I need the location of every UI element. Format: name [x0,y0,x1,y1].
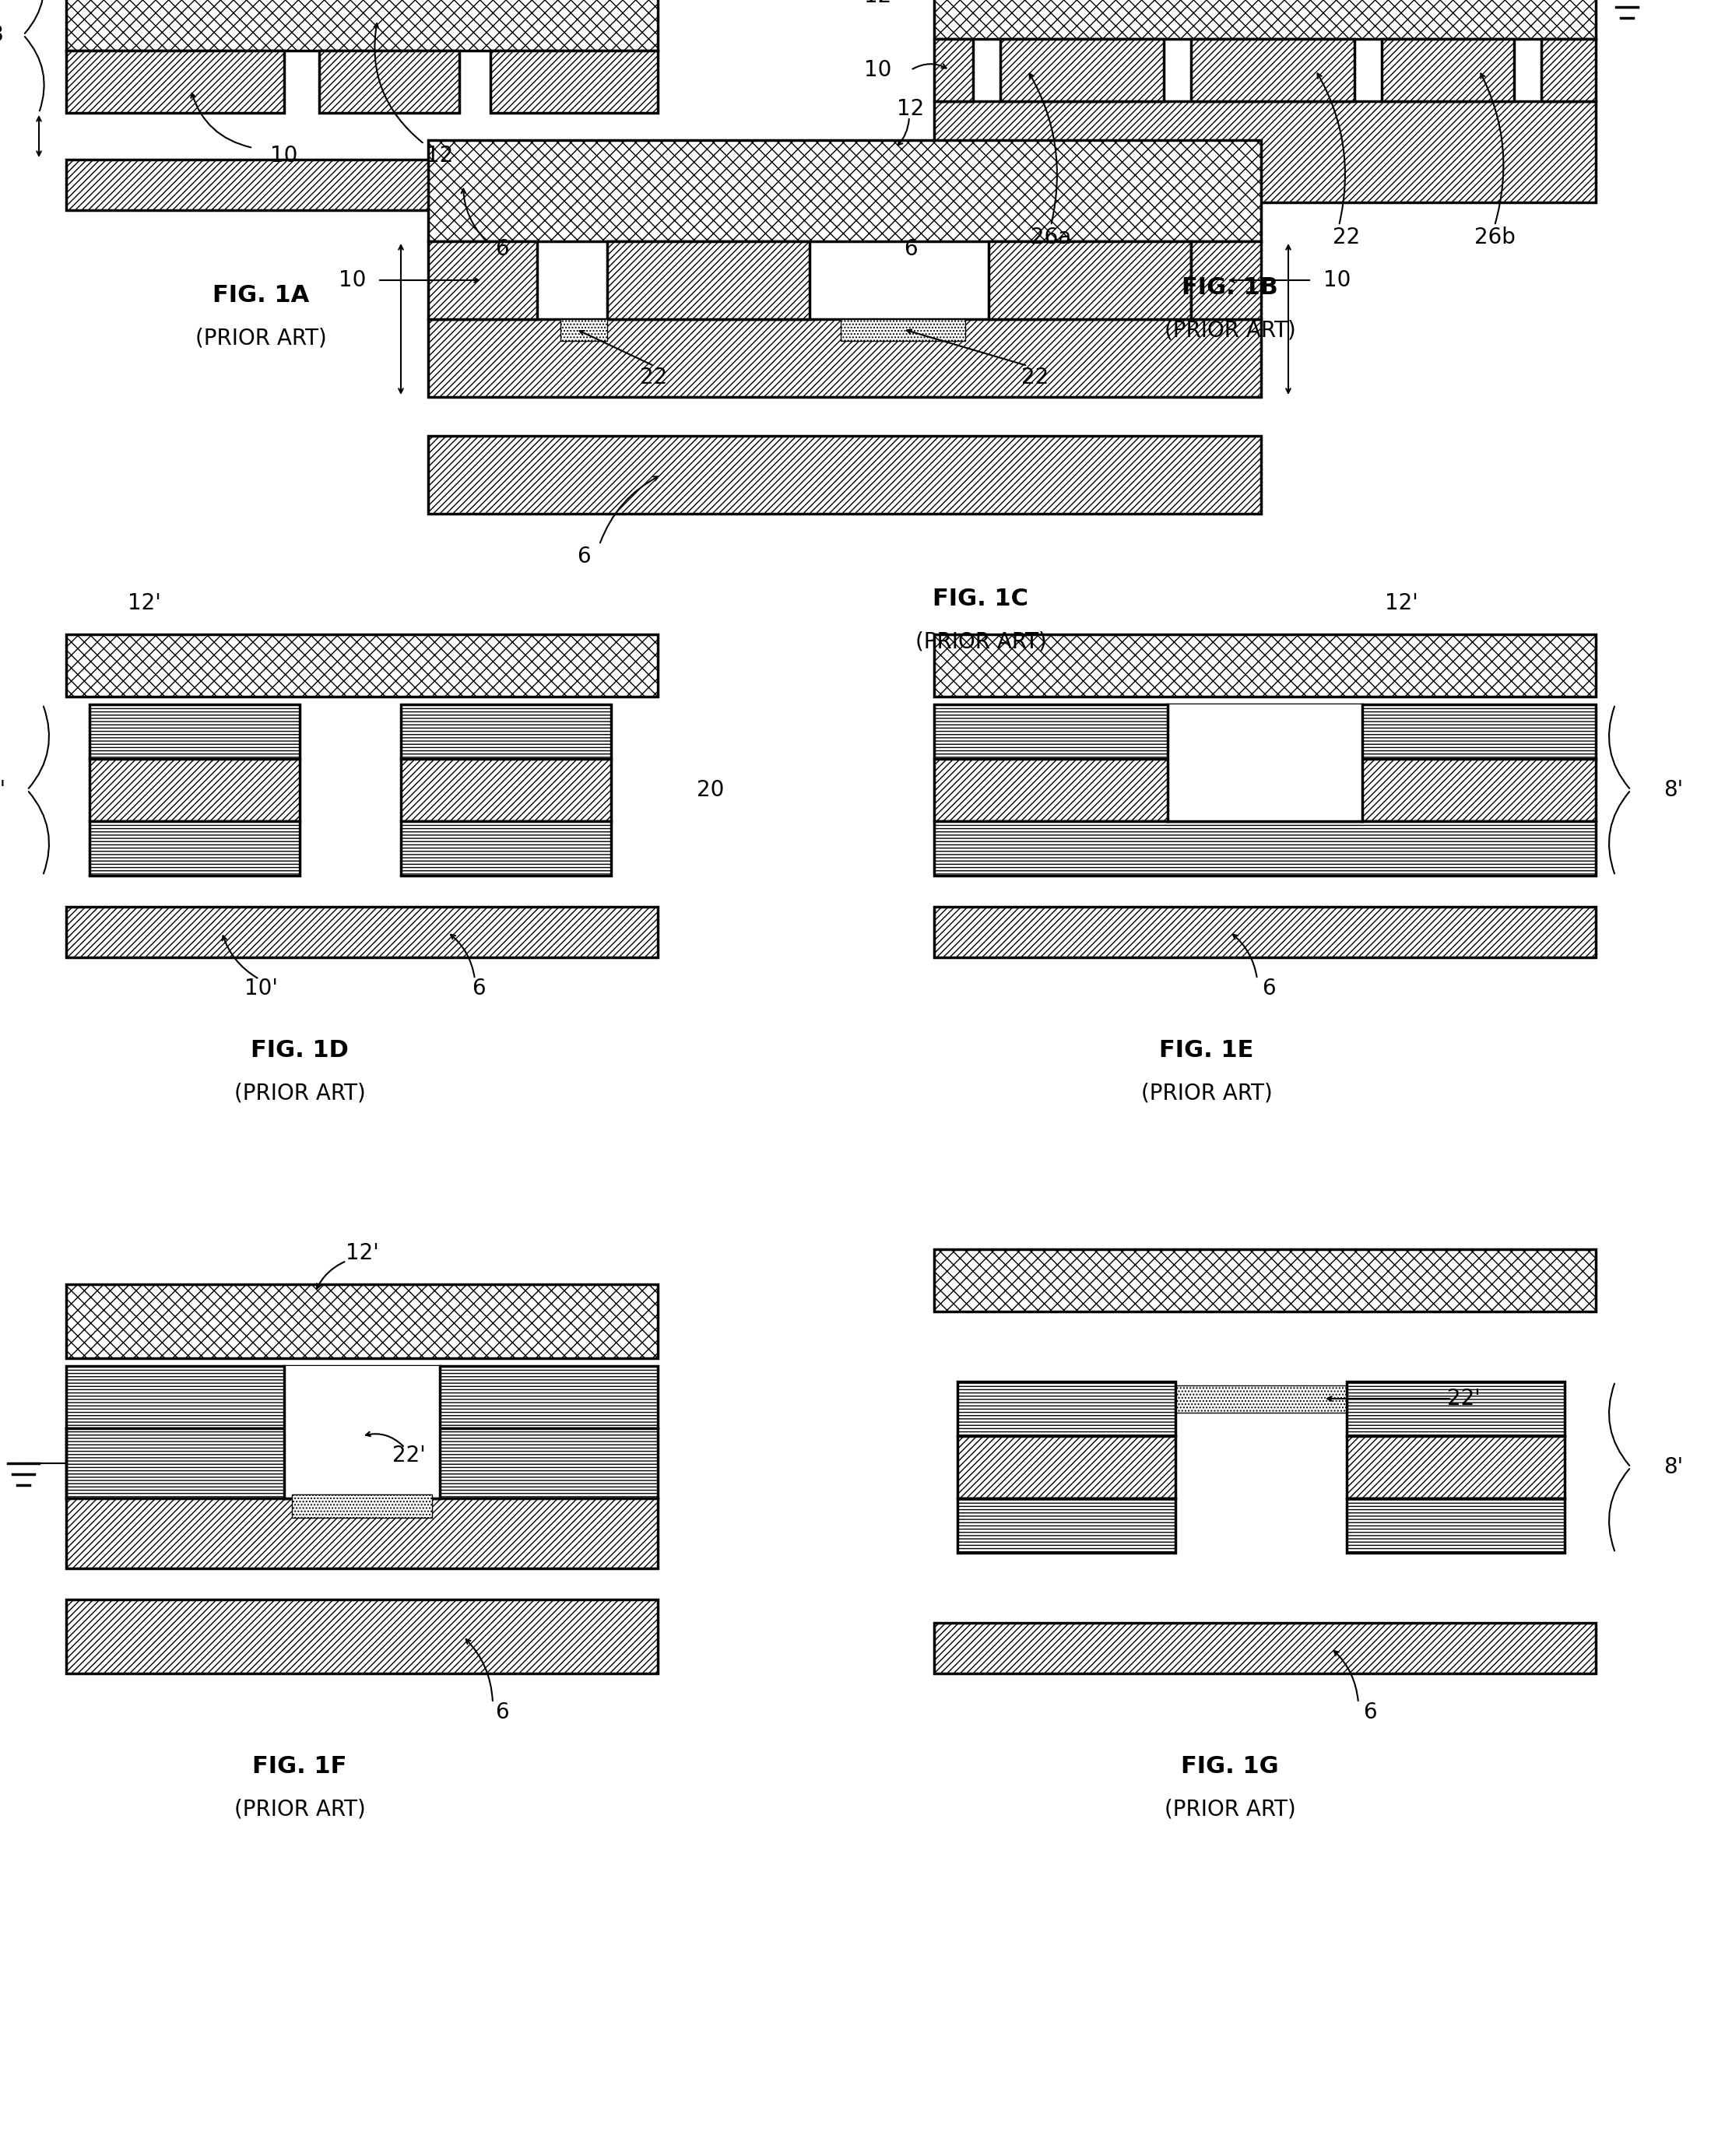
Bar [428,140,1261,241]
Bar [958,1498,1176,1552]
Bar [400,705,611,759]
Text: FIG. 1G: FIG. 1G [1181,1755,1278,1779]
Text: 10: 10 [338,270,365,291]
Bar [66,1498,658,1567]
Bar [284,1367,440,1498]
Text: (PRIOR ART): (PRIOR ART) [234,1082,365,1104]
Text: 20: 20 [696,778,724,800]
Bar [428,436,1261,513]
Text: 6: 6 [577,545,591,567]
Text: 12: 12 [864,0,892,6]
Text: 8': 8' [1664,778,1684,800]
Bar [90,821,300,875]
Bar [934,821,1595,875]
Bar [934,0,1595,39]
Text: 26b: 26b [1474,226,1516,248]
Bar [1001,39,1164,101]
Text: 8': 8' [1664,1455,1684,1479]
Text: (PRIOR ART): (PRIOR ART) [196,328,326,349]
Text: 22: 22 [1334,226,1360,248]
Text: 10: 10 [1323,270,1351,291]
Bar [934,759,1595,821]
Bar [66,1285,658,1358]
Text: FIG. 1D: FIG. 1D [251,1039,348,1063]
Bar [293,1494,431,1518]
Bar [934,1248,1595,1311]
Text: 22': 22' [1446,1388,1481,1410]
Bar [66,160,658,209]
Bar [1347,1436,1564,1498]
Bar [90,705,300,759]
Text: 26a: 26a [1031,226,1070,248]
Bar [1192,39,1354,101]
Text: (PRIOR ART): (PRIOR ART) [1164,1798,1296,1820]
Text: 10: 10 [864,58,892,82]
Bar [400,759,611,821]
Bar [958,1436,1176,1498]
Text: FIG. 1B: FIG. 1B [1181,276,1278,300]
Bar [1541,39,1595,101]
Text: 10: 10 [270,144,298,166]
Bar [428,241,537,319]
Text: 12: 12 [426,144,454,166]
Bar [90,759,300,821]
Bar [66,0,658,50]
Bar [1105,1386,1401,1412]
Text: FIG. 1F: FIG. 1F [253,1755,346,1779]
Bar [958,1382,1176,1436]
Bar [561,319,608,341]
Bar [1167,705,1363,821]
Text: 22: 22 [1022,367,1050,388]
Text: 12': 12' [345,1242,379,1263]
Bar [66,908,658,957]
Text: 22': 22' [391,1445,426,1466]
Bar [934,705,1595,759]
Bar [934,908,1595,957]
Bar [428,319,1261,397]
Bar [608,241,809,319]
Text: (PRIOR ART): (PRIOR ART) [1164,319,1296,341]
Bar [66,1367,658,1427]
Bar [490,50,658,112]
Bar [934,634,1595,696]
Bar [66,634,658,696]
Bar [66,1427,658,1498]
Bar [1347,1382,1564,1436]
Text: 22: 22 [641,367,667,388]
Text: 12: 12 [897,97,925,121]
Bar [840,319,965,341]
Bar [1192,241,1261,319]
Bar [934,1623,1595,1673]
Text: 10': 10' [244,977,277,1000]
Text: 6: 6 [1263,977,1276,1000]
Bar [400,821,611,875]
Text: 8': 8' [0,778,5,800]
Bar [66,1600,658,1673]
Bar [989,241,1192,319]
Text: FIG. 1A: FIG. 1A [213,285,308,306]
Bar [319,50,459,112]
Text: 6: 6 [1363,1701,1377,1723]
Text: 12': 12' [1384,593,1419,614]
Text: 6: 6 [495,1701,509,1723]
Bar [934,101,1595,203]
Text: (PRIOR ART): (PRIOR ART) [234,1798,365,1820]
Text: FIG. 1E: FIG. 1E [1159,1039,1254,1063]
Text: (PRIOR ART): (PRIOR ART) [914,632,1046,653]
Text: (PRIOR ART): (PRIOR ART) [1141,1082,1273,1104]
Text: 12': 12' [128,593,161,614]
Bar [934,39,973,101]
Bar [1347,1498,1564,1552]
Text: FIG. 1C: FIG. 1C [934,589,1029,610]
Bar [1382,39,1514,101]
Bar [66,50,284,112]
Text: 6: 6 [495,237,509,261]
Text: 8: 8 [0,24,3,45]
Text: 6: 6 [471,977,485,1000]
Text: 6: 6 [904,237,918,261]
